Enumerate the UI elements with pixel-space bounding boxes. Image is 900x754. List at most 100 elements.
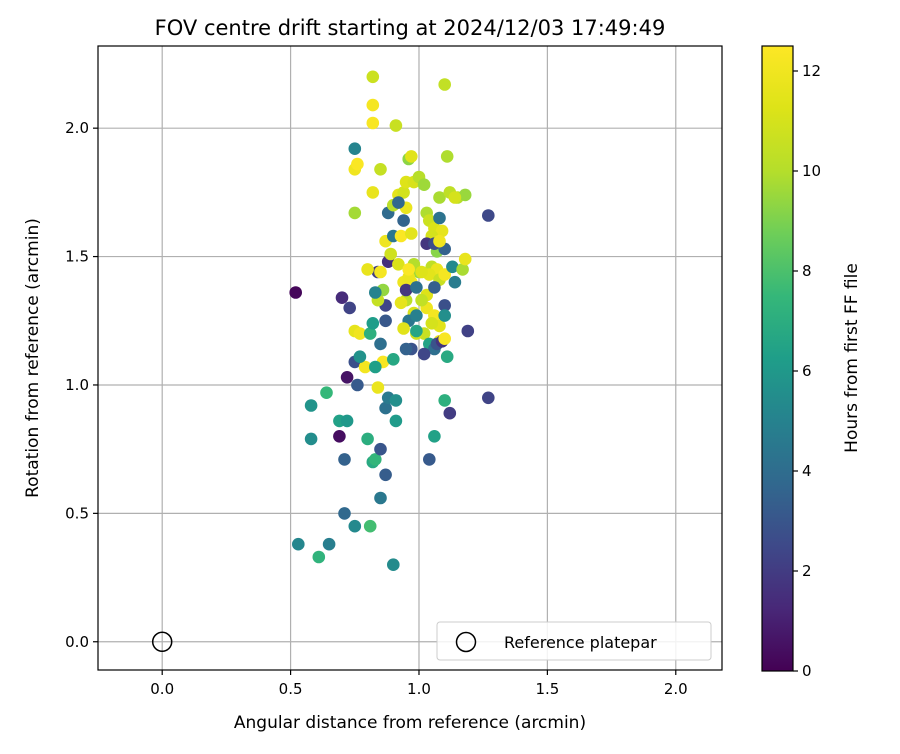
data-point xyxy=(438,394,452,407)
data-point xyxy=(389,414,403,428)
colorbar-tick-label: 6 xyxy=(802,362,812,380)
legend-open-circle-marker xyxy=(455,631,477,653)
reference-marker-layer xyxy=(151,631,173,653)
data-point xyxy=(389,119,403,132)
data-point xyxy=(428,281,441,294)
data-point xyxy=(423,453,436,466)
data-point xyxy=(433,211,446,225)
y-axis-ticks: 0.0 0.5 1.0 1.5 2.0 xyxy=(65,119,98,651)
data-point xyxy=(438,332,452,346)
data-point xyxy=(363,327,377,340)
data-point xyxy=(292,537,305,551)
data-point xyxy=(363,519,377,533)
data-point xyxy=(340,371,354,384)
data-point xyxy=(384,247,398,261)
y-tick-label: 0.5 xyxy=(65,504,89,522)
data-point xyxy=(410,281,423,294)
colorbar: 0 2 4 6 8 10 12 Hours from first FF file xyxy=(761,45,862,680)
data-point xyxy=(343,301,357,315)
data-point xyxy=(410,309,423,322)
colorbar-ticks: 0 2 4 6 8 10 12 xyxy=(793,62,821,680)
x-tick-label: 0.5 xyxy=(279,680,303,698)
data-point xyxy=(410,324,423,338)
data-point xyxy=(482,391,495,405)
data-point xyxy=(366,186,380,199)
data-point xyxy=(433,191,446,204)
data-point xyxy=(353,327,367,340)
data-point xyxy=(446,260,459,274)
x-axis-ticks: 0.0 0.5 1.0 1.5 2.0 xyxy=(150,670,688,698)
data-point xyxy=(417,178,431,191)
data-point xyxy=(333,430,346,443)
data-point xyxy=(394,229,408,243)
data-point xyxy=(374,491,387,505)
data-point xyxy=(461,324,475,338)
data-point xyxy=(361,263,374,276)
data-point xyxy=(335,291,349,305)
data-point xyxy=(348,519,362,533)
plot-frame xyxy=(97,45,723,671)
data-point xyxy=(387,558,400,571)
y-axis-label: Rotation from reference (arcmin) xyxy=(23,218,43,498)
data-point xyxy=(374,265,387,279)
data-point xyxy=(348,206,362,220)
colorbar-tick-label: 12 xyxy=(802,62,821,80)
data-point xyxy=(433,234,446,248)
reference-platepar-marker xyxy=(151,631,173,653)
y-tick-label: 2.0 xyxy=(65,119,89,137)
data-point xyxy=(338,507,351,520)
data-point xyxy=(374,442,387,456)
chart-title: FOV centre drift starting at 2024/12/03 … xyxy=(155,16,666,40)
data-point xyxy=(358,360,372,374)
data-point xyxy=(458,188,472,202)
data-points xyxy=(289,70,495,571)
data-point xyxy=(402,263,416,276)
x-axis-label: Angular distance from reference (arcmin) xyxy=(234,713,586,733)
data-point xyxy=(448,191,462,204)
data-point xyxy=(353,350,367,364)
data-point xyxy=(397,214,410,227)
data-point xyxy=(366,317,380,330)
y-tick-label: 1.0 xyxy=(65,376,89,394)
data-point xyxy=(312,550,326,564)
data-point xyxy=(440,150,454,163)
data-point xyxy=(379,401,392,415)
data-point xyxy=(415,293,428,307)
data-point xyxy=(351,157,364,171)
data-point xyxy=(482,209,495,222)
data-point xyxy=(405,150,418,163)
legend-entry-reference-platepar: Reference platepar xyxy=(504,633,657,652)
data-point xyxy=(289,286,303,299)
data-point xyxy=(405,227,418,240)
legend-box xyxy=(436,621,712,661)
legend: Reference platepar xyxy=(436,621,712,661)
data-point xyxy=(389,394,403,407)
data-point xyxy=(369,453,382,466)
data-point xyxy=(374,163,387,176)
data-point xyxy=(304,432,318,446)
data-point xyxy=(394,296,408,310)
data-point xyxy=(435,224,449,238)
y-tick-label: 0.0 xyxy=(65,633,89,651)
colorbar-tick-label: 8 xyxy=(802,262,812,280)
grid-lines xyxy=(98,46,722,670)
data-point xyxy=(392,196,405,209)
colorbar-label: Hours from first FF file xyxy=(842,263,862,453)
x-tick-label: 0.0 xyxy=(150,680,174,698)
data-point xyxy=(438,309,452,322)
data-point xyxy=(440,350,454,364)
data-point xyxy=(387,353,400,366)
data-point xyxy=(397,322,410,335)
data-point xyxy=(340,414,354,428)
x-tick-label: 1.5 xyxy=(535,680,559,698)
data-point xyxy=(399,283,413,297)
data-point xyxy=(371,381,385,394)
data-point xyxy=(366,116,380,130)
data-point xyxy=(379,314,392,328)
data-point xyxy=(379,468,392,482)
y-tick-label: 1.5 xyxy=(65,248,89,266)
x-tick-label: 1.0 xyxy=(407,680,431,698)
data-point xyxy=(438,299,452,312)
